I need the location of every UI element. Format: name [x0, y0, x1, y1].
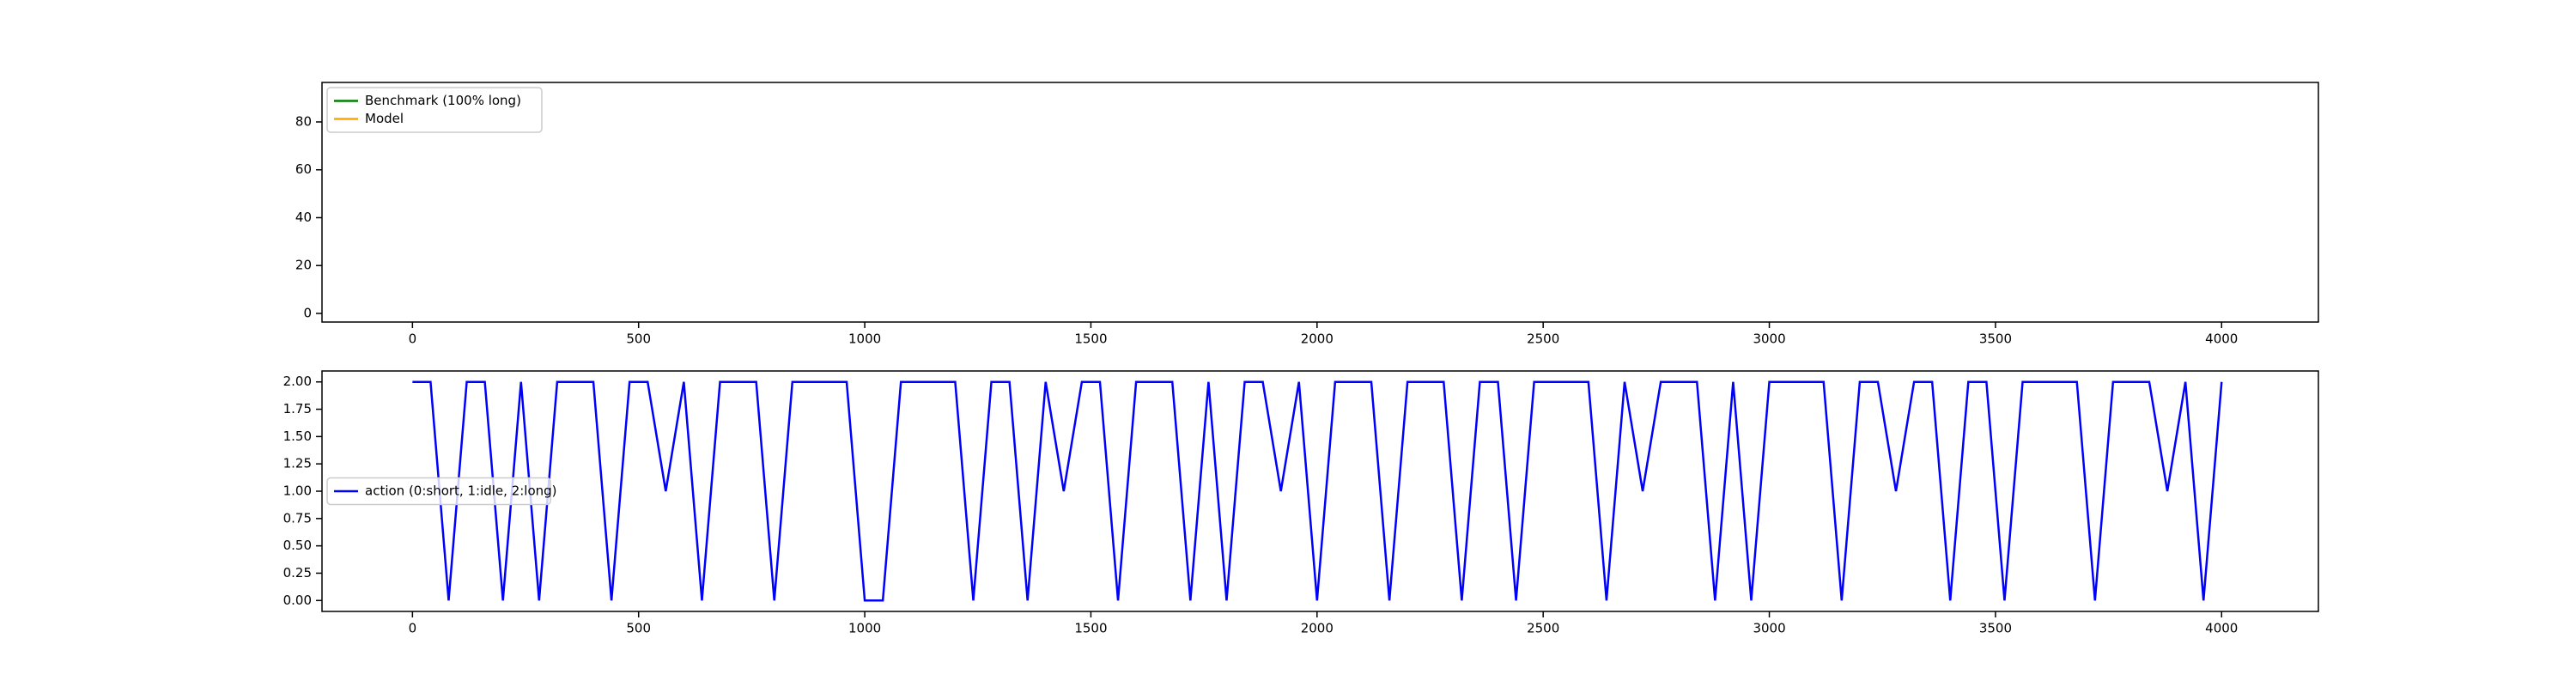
x-tick-label: 500 [626, 621, 651, 636]
x-tick-label: 2000 [1301, 621, 1334, 636]
x-tick-label: 3000 [1753, 331, 1785, 347]
x-tick-label: 3500 [1979, 331, 2012, 347]
legend-label: action (0:short, 1:idle, 2:long) [365, 483, 557, 499]
y-tick-label: 80 [295, 113, 312, 129]
x-tick-label: 3000 [1753, 621, 1785, 636]
series-line [412, 306, 2227, 312]
y-tick-label: 1.75 [283, 401, 312, 416]
y-tick-label: 60 [295, 161, 312, 177]
y-tick-label: 0.00 [283, 593, 312, 608]
legend-label: Model [365, 111, 404, 126]
series-line [412, 380, 2223, 602]
x-tick-label: 4000 [2205, 331, 2238, 347]
x-tick-label: 0 [409, 331, 417, 347]
x-tick-label: 3500 [1979, 621, 2012, 636]
x-tick-label: 2000 [1301, 331, 1334, 347]
y-tick-label: 0.25 [283, 565, 312, 581]
x-tick-label: 1000 [848, 621, 881, 636]
x-tick-label: 500 [626, 331, 651, 347]
x-tick-label: 1500 [1074, 331, 1107, 347]
plot-area [412, 94, 2227, 602]
y-tick-label: 20 [295, 258, 312, 273]
x-tick-label: 1000 [848, 331, 881, 347]
x-tick-label: 1500 [1074, 621, 1107, 636]
y-tick-label: 1.50 [283, 429, 312, 444]
y-tick-label: 0.75 [283, 510, 312, 526]
legend-box [326, 477, 551, 506]
y-tick-label: 0 [303, 305, 312, 320]
y-tick-label: 2.00 [283, 374, 312, 389]
x-tick-label: 4000 [2205, 621, 2238, 636]
x-tick-label: 2500 [1527, 621, 1559, 636]
legend-label: Benchmark (100% long) [365, 93, 521, 108]
y-tick-label: 1.00 [283, 483, 312, 499]
x-tick-label: 2500 [1527, 331, 1559, 347]
legend-box [326, 87, 543, 133]
y-tick-label: 0.50 [283, 538, 312, 553]
series-line [412, 94, 2227, 312]
axes-frame [321, 82, 2319, 323]
y-tick-label: 40 [295, 210, 312, 225]
axes-frame [321, 370, 2319, 612]
y-tick-label: 1.25 [283, 456, 312, 471]
x-tick-label: 0 [409, 621, 417, 636]
